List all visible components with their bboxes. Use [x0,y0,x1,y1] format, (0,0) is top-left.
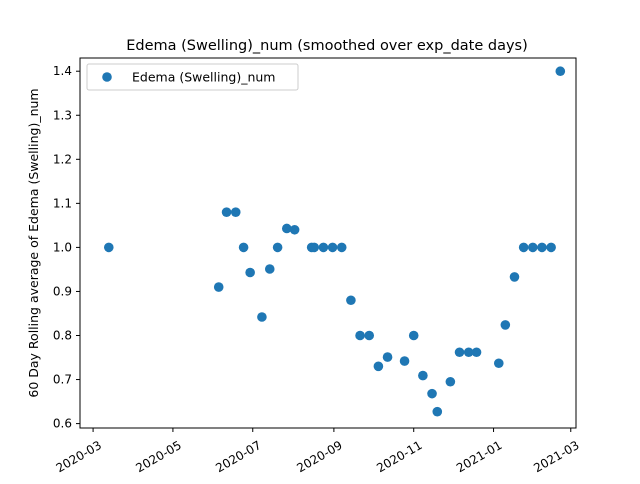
data-point-0-19 [373,361,384,372]
y-tick-label-1: 0.7 [53,373,72,387]
data-point-0-31 [500,320,511,330]
data-point-0-15 [336,242,347,253]
y-tick-label-3: 0.9 [53,284,72,298]
y-axis-label: 60 Day Rolling average of Edema (Swellin… [26,88,41,397]
data-point-0-36 [546,242,556,253]
y-tick-label-2: 0.8 [53,329,72,343]
axes [79,57,577,429]
data-point-0-33 [518,242,529,253]
data-point-0-16 [346,295,356,306]
y-tick-label-0: 0.6 [53,417,72,431]
data-point-0-1 [213,282,224,292]
data-point-0-12 [309,242,320,253]
data-point-0-34 [528,242,538,253]
data-point-0-14 [327,242,338,253]
y-tick-label-4: 1.0 [53,240,72,254]
y-axis-ticks: 0.6 0.7 0.8 0.9 1.0 1.1 1.2 1.3 1.4 [53,64,80,431]
data-point-0-21 [399,356,410,366]
legend-label: Edema (Swelling)_num [132,70,275,85]
data-point-0-13 [318,242,329,253]
data-point-0-35 [537,242,547,253]
legend: Edema (Swelling)_num [86,63,299,91]
data-point-0-0 [103,242,114,253]
legend-marker [102,72,112,82]
data-point-0-27 [454,347,465,358]
data-point-0-7 [264,264,275,274]
data-point-0-29 [471,347,482,358]
data-point-0-5 [245,267,255,278]
data-point-0-23 [418,370,428,381]
data-point-0-22 [408,330,419,341]
y-tick-label-7: 1.3 [53,108,72,122]
data-point-0-30 [493,358,504,369]
data-point-0-25 [432,406,443,417]
data-point-0-3 [230,207,241,217]
plot-area [103,66,566,417]
y-tick-label-8: 1.4 [53,64,72,78]
data-point-0-10 [289,224,300,235]
chart-title: Edema (Swelling)_num (smoothed over exp_… [126,38,528,54]
data-point-0-4 [238,242,249,253]
y-tick-label-6: 1.2 [53,152,72,166]
data-point-0-24 [427,388,437,399]
data-point-0-32 [509,272,520,282]
data-point-0-8 [272,242,283,253]
y-tick-label-5: 1.1 [53,196,72,210]
data-point-0-20 [382,352,393,362]
axes-frame [79,57,577,429]
data-point-0-37 [555,66,566,77]
data-point-0-6 [257,312,267,322]
data-point-0-28 [463,347,474,358]
legend-box [86,63,299,91]
data-point-0-18 [364,330,375,341]
data-point-0-2 [221,207,232,217]
data-point-0-26 [445,376,456,387]
data-point-0-9 [281,223,292,234]
data-point-0-17 [355,330,365,341]
